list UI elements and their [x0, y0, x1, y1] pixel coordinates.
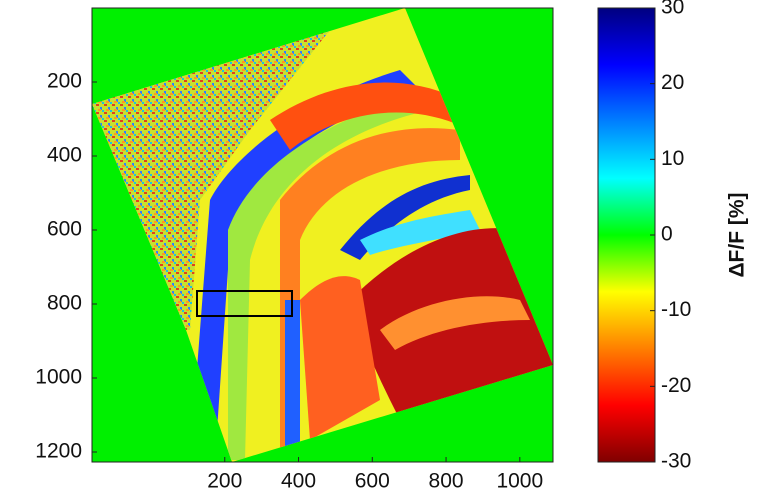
colorbar-tick-label: -10: [661, 298, 691, 321]
x-tick-label: 800: [429, 470, 464, 493]
colorbar: [597, 7, 656, 463]
colorbar-tick-label: -20: [661, 374, 691, 397]
colorbar-tick-label: 0: [661, 223, 673, 246]
y-tick-label: 600: [47, 218, 82, 241]
colorbar-tick-label: 30: [661, 0, 684, 19]
y-tick-label: 800: [47, 292, 82, 315]
image: [91, 7, 554, 463]
x-tick-label: 600: [355, 470, 390, 493]
y-tick-label: 1200: [35, 440, 82, 463]
colorbar-label: ΔF/F [%]: [726, 192, 749, 277]
colorbar-tick-label: 10: [661, 147, 684, 170]
colorbar-tick-label: -30: [661, 450, 691, 473]
y-tick-label: 1000: [35, 366, 82, 389]
y-tick-label: 200: [47, 70, 82, 93]
x-tick-label: 400: [281, 470, 316, 493]
x-tick-label: 200: [207, 470, 242, 493]
x-tick-label: 1000: [496, 470, 543, 493]
y-tick-label: 400: [47, 144, 82, 167]
colorbar-tick-label: 20: [661, 71, 684, 94]
